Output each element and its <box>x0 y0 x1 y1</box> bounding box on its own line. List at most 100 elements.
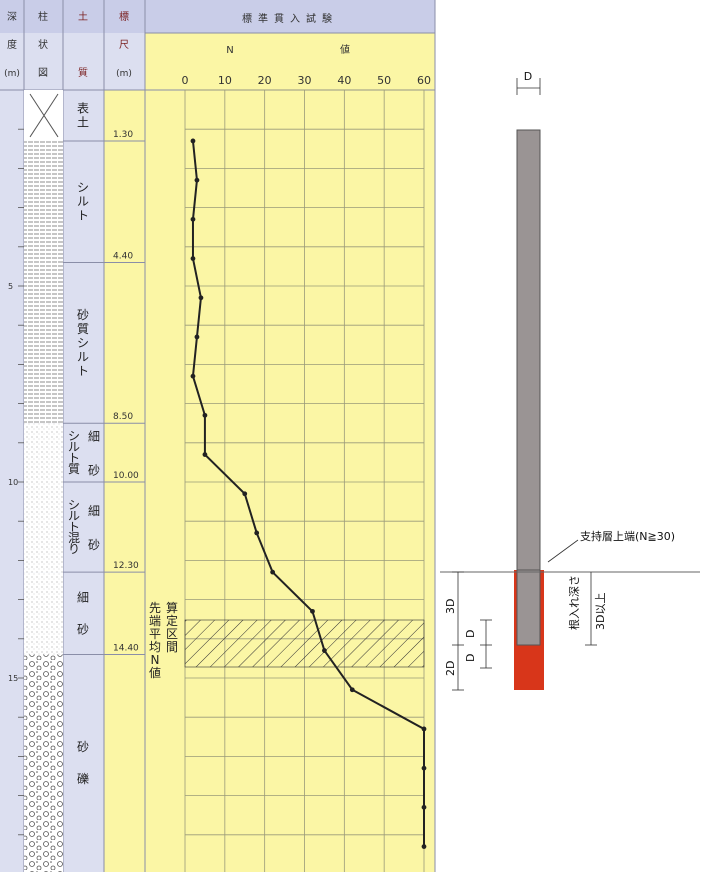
soil-column <box>24 90 63 872</box>
header-bg <box>0 0 435 33</box>
header-scale-2: 尺 <box>119 39 129 51</box>
layer-name: 細 <box>77 590 89 604</box>
layer-name: 砂 <box>77 622 89 636</box>
embed-label: 根入れ深さ <box>567 575 581 630</box>
hatched-label-char: 値 <box>149 665 161 680</box>
pile-diagram: D 支持層上端(N≧30) 根入れ深さ 3D以上 3D 2D D D <box>440 70 700 691</box>
layer-name: 砂 <box>88 538 100 552</box>
hatched-label-char: 区 <box>166 627 178 641</box>
layer-name-char: ル <box>77 195 89 209</box>
pile-shaft-lower <box>516 569 541 646</box>
x-tick-labels: 0 10 20 30 40 50 60 <box>182 74 432 87</box>
column-layer <box>24 423 63 482</box>
n-value-point <box>242 491 248 497</box>
n-value-series <box>190 138 427 849</box>
hatched-label-char: N <box>151 653 160 667</box>
x-tick-label: 0 <box>182 74 189 87</box>
layer-boundaries <box>63 140 145 655</box>
n-value-point <box>322 648 327 653</box>
dim-d1: D <box>464 630 477 638</box>
value-label: 値 <box>340 43 350 56</box>
column-layer <box>24 572 63 655</box>
n-value-point <box>194 177 200 183</box>
column-layer <box>24 482 63 573</box>
layer-name-char: 砂 <box>77 308 89 322</box>
n-value-point <box>202 452 208 457</box>
layer-name-char: り <box>68 542 80 556</box>
layer-depth-label: 1.30 <box>113 130 133 140</box>
n-value-point <box>421 726 427 732</box>
hatched-label-char: 均 <box>149 640 161 654</box>
x-tick-label: 20 <box>258 74 272 87</box>
n-value-point <box>190 138 196 144</box>
layer-name-char: ル <box>77 350 89 364</box>
layer-depth-label: 10.00 <box>113 471 139 481</box>
layer-name-char: シ <box>68 498 80 512</box>
embed-value: 3D以上 <box>594 593 607 630</box>
layer-name-char: 表 <box>77 101 89 115</box>
n-label: N <box>226 45 233 56</box>
layer-name: 砂 <box>88 464 100 478</box>
hatched-label-char: 先 <box>149 601 161 615</box>
layer-name: 細 <box>88 430 100 444</box>
n-value-point <box>254 530 260 536</box>
n-value-point <box>202 412 208 418</box>
diameter-label: D <box>524 70 532 83</box>
layer-name: 細 <box>88 504 100 518</box>
column-layer <box>24 140 63 263</box>
n-value-point <box>310 608 315 614</box>
layer-depth-label: 12.30 <box>113 561 139 571</box>
n-value-point <box>421 765 427 771</box>
x-tick-label: 10 <box>218 74 232 87</box>
layer-depth-label: 14.40 <box>113 643 139 653</box>
header-depth-2: 度 <box>7 38 17 51</box>
hatched-label-char: 平 <box>149 627 161 641</box>
x-tick-label: 50 <box>377 74 391 87</box>
n-value-point <box>421 804 427 810</box>
depth-label: 10 <box>8 478 18 487</box>
n-value-point <box>190 256 196 261</box>
chart-bg <box>145 33 435 872</box>
header-depth-1: 深 <box>7 11 17 23</box>
spt-title: 標準貫入試験 <box>242 12 338 25</box>
layer-name-char: ル <box>68 509 80 523</box>
layer-name-char: ト <box>68 451 80 465</box>
hatched-average-interval <box>184 619 425 668</box>
n-value-point <box>198 295 204 301</box>
layer-name-char: シ <box>77 181 89 195</box>
n-value-point <box>270 569 276 575</box>
x-tick-label: 40 <box>337 74 351 87</box>
layer-name-char: ル <box>68 440 80 454</box>
scale-column-bg <box>104 90 145 872</box>
column-layer <box>24 262 63 424</box>
header-scale-unit: (m) <box>116 69 132 79</box>
support-layer-label: 支持層上端(N≧30) <box>580 529 675 543</box>
depth-label: 15 <box>8 674 18 683</box>
layer-depth-label: 8.50 <box>113 412 133 422</box>
n-value-point <box>349 687 355 693</box>
layer-name-char: 質 <box>77 321 89 336</box>
layer-name-char: 質 <box>68 461 80 476</box>
header-column-1: 柱 <box>38 10 48 23</box>
layer-name-char: ト <box>68 520 80 534</box>
pile-shaft <box>516 129 541 646</box>
layer-name-char: シ <box>68 429 80 443</box>
depth-ticks: 5 10 15 <box>8 128 24 836</box>
layer-name: 礫 <box>77 771 89 786</box>
x-tick-label: 30 <box>298 74 312 87</box>
header-scale-1: 標 <box>119 10 129 23</box>
column-layer <box>24 654 63 872</box>
header-depth-unit: (m) <box>4 69 20 79</box>
layer-name-char: 土 <box>77 115 89 129</box>
hatched-label-char: 算 <box>166 600 178 615</box>
header-column-2: 状 <box>38 38 48 51</box>
layer-names: 1.30表土4.40シルト8.50砂質シルト10.00細砂シルト質12.30細砂… <box>68 101 139 786</box>
header-soil-1: 土 <box>78 10 88 23</box>
n-value-point <box>190 373 196 379</box>
hatched-label-char: 間 <box>166 640 178 654</box>
depth-label: 5 <box>8 282 13 291</box>
hatched-label-char: 定 <box>166 613 178 628</box>
hatched-label-char: 端 <box>149 614 161 628</box>
layer-depth-label: 4.40 <box>113 251 133 261</box>
